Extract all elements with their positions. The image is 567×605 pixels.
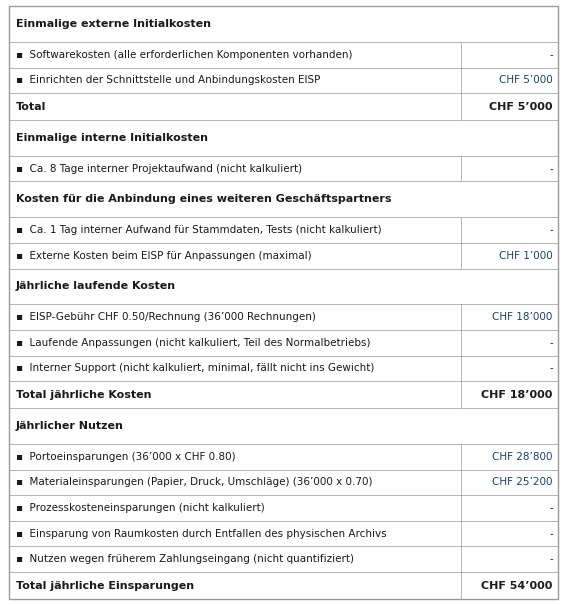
Text: Jährlicher Nutzen: Jährlicher Nutzen (16, 421, 124, 431)
Text: ▪  Einsparung von Raumkosten durch Entfallen des physischen Archivs: ▪ Einsparung von Raumkosten durch Entfal… (16, 529, 387, 538)
Text: -: - (549, 503, 553, 513)
Text: ▪  Nutzen wegen früherem Zahlungseingang (nicht quantifiziert): ▪ Nutzen wegen früherem Zahlungseingang … (16, 554, 354, 564)
Text: Kosten für die Anbindung eines weiteren Geschäftspartners: Kosten für die Anbindung eines weiteren … (16, 194, 391, 204)
Text: ▪  Externe Kosten beim EISP für Anpassungen (maximal): ▪ Externe Kosten beim EISP für Anpassung… (16, 250, 311, 261)
Text: ▪  Ca. 1 Tag interner Aufwand für Stammdaten, Tests (nicht kalkuliert): ▪ Ca. 1 Tag interner Aufwand für Stammda… (16, 225, 382, 235)
Text: -: - (549, 338, 553, 348)
Text: ▪  Einrichten der Schnittstelle und Anbindungskosten EISP: ▪ Einrichten der Schnittstelle und Anbin… (16, 76, 320, 85)
Text: -: - (549, 554, 553, 564)
Text: CHF 5’000: CHF 5’000 (499, 76, 553, 85)
Text: -: - (549, 50, 553, 60)
Text: ▪  Prozesskosteneinsparungen (nicht kalkuliert): ▪ Prozesskosteneinsparungen (nicht kalku… (16, 503, 265, 513)
Text: Total jährliche Einsparungen: Total jährliche Einsparungen (16, 581, 194, 590)
Text: ▪  Softwarekosten (alle erforderlichen Komponenten vorhanden): ▪ Softwarekosten (alle erforderlichen Ko… (16, 50, 352, 60)
Text: CHF 54’000: CHF 54’000 (481, 581, 553, 590)
Text: CHF 28’800: CHF 28’800 (492, 452, 553, 462)
Text: -: - (549, 225, 553, 235)
Text: ▪  Materialeinsparungen (Papier, Druck, Umschläge) (36’000 x 0.70): ▪ Materialeinsparungen (Papier, Druck, U… (16, 477, 373, 488)
Text: Total: Total (16, 102, 46, 111)
Text: Einmalige externe Initialkosten: Einmalige externe Initialkosten (16, 19, 211, 29)
Text: ▪  EISP-Gebühr CHF 0.50/Rechnung (36’000 Rechnungen): ▪ EISP-Gebühr CHF 0.50/Rechnung (36’000 … (16, 312, 316, 322)
Text: CHF 5’000: CHF 5’000 (489, 102, 553, 111)
Text: -: - (549, 364, 553, 373)
Text: ▪  Laufende Anpassungen (nicht kalkuliert, Teil des Normalbetriebs): ▪ Laufende Anpassungen (nicht kalkuliert… (16, 338, 370, 348)
Text: ▪  Ca. 8 Tage interner Projektaufwand (nicht kalkuliert): ▪ Ca. 8 Tage interner Projektaufwand (ni… (16, 164, 302, 174)
Text: Jährliche laufende Kosten: Jährliche laufende Kosten (16, 281, 176, 292)
Text: CHF 18’000: CHF 18’000 (481, 390, 553, 400)
Text: Total jährliche Kosten: Total jährliche Kosten (16, 390, 151, 400)
Text: ▪  Interner Support (nicht kalkuliert, minimal, fällt nicht ins Gewicht): ▪ Interner Support (nicht kalkuliert, mi… (16, 364, 374, 373)
Text: CHF 18’000: CHF 18’000 (493, 312, 553, 322)
Text: -: - (549, 529, 553, 538)
Text: ▪  Portoeinsparungen (36’000 x CHF 0.80): ▪ Portoeinsparungen (36’000 x CHF 0.80) (16, 452, 235, 462)
Text: CHF 25’200: CHF 25’200 (492, 477, 553, 488)
Text: Einmalige interne Initialkosten: Einmalige interne Initialkosten (16, 133, 208, 143)
Text: -: - (549, 164, 553, 174)
Text: CHF 1’000: CHF 1’000 (499, 250, 553, 261)
